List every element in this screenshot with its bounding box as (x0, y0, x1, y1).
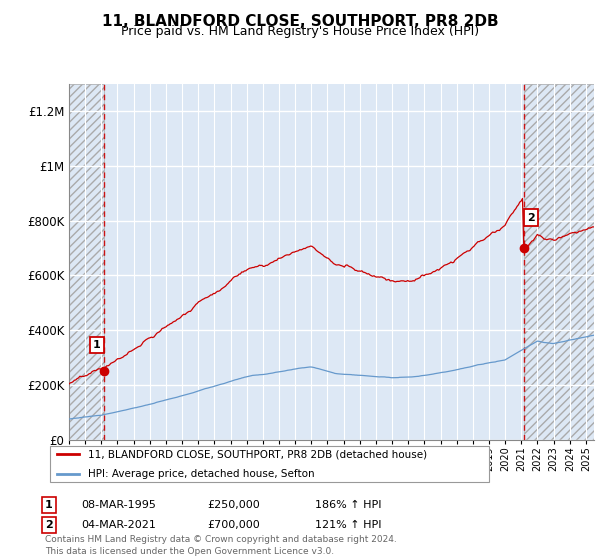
Text: 186% ↑ HPI: 186% ↑ HPI (315, 500, 382, 510)
Bar (524, 84, 594, 440)
Text: 1: 1 (45, 500, 53, 510)
Text: 11, BLANDFORD CLOSE, SOUTHPORT, PR8 2DB (detached house): 11, BLANDFORD CLOSE, SOUTHPORT, PR8 2DB … (88, 449, 427, 459)
Text: Contains HM Land Registry data © Crown copyright and database right 2024.
This d: Contains HM Land Registry data © Crown c… (45, 535, 397, 556)
Text: 04-MAR-2021: 04-MAR-2021 (81, 520, 156, 530)
Text: 08-MAR-1995: 08-MAR-1995 (81, 500, 156, 510)
Text: 121% ↑ HPI: 121% ↑ HPI (315, 520, 382, 530)
Text: £250,000: £250,000 (207, 500, 260, 510)
Text: 11, BLANDFORD CLOSE, SOUTHPORT, PR8 2DB: 11, BLANDFORD CLOSE, SOUTHPORT, PR8 2DB (101, 14, 499, 29)
Text: HPI: Average price, detached house, Sefton: HPI: Average price, detached house, Seft… (88, 469, 314, 478)
Text: £700,000: £700,000 (207, 520, 260, 530)
Text: 1: 1 (93, 340, 101, 350)
Text: 2: 2 (527, 213, 535, 223)
FancyBboxPatch shape (50, 446, 489, 482)
Text: 2: 2 (45, 520, 53, 530)
Text: Price paid vs. HM Land Registry's House Price Index (HPI): Price paid vs. HM Land Registry's House … (121, 25, 479, 38)
Bar (69, 84, 104, 440)
